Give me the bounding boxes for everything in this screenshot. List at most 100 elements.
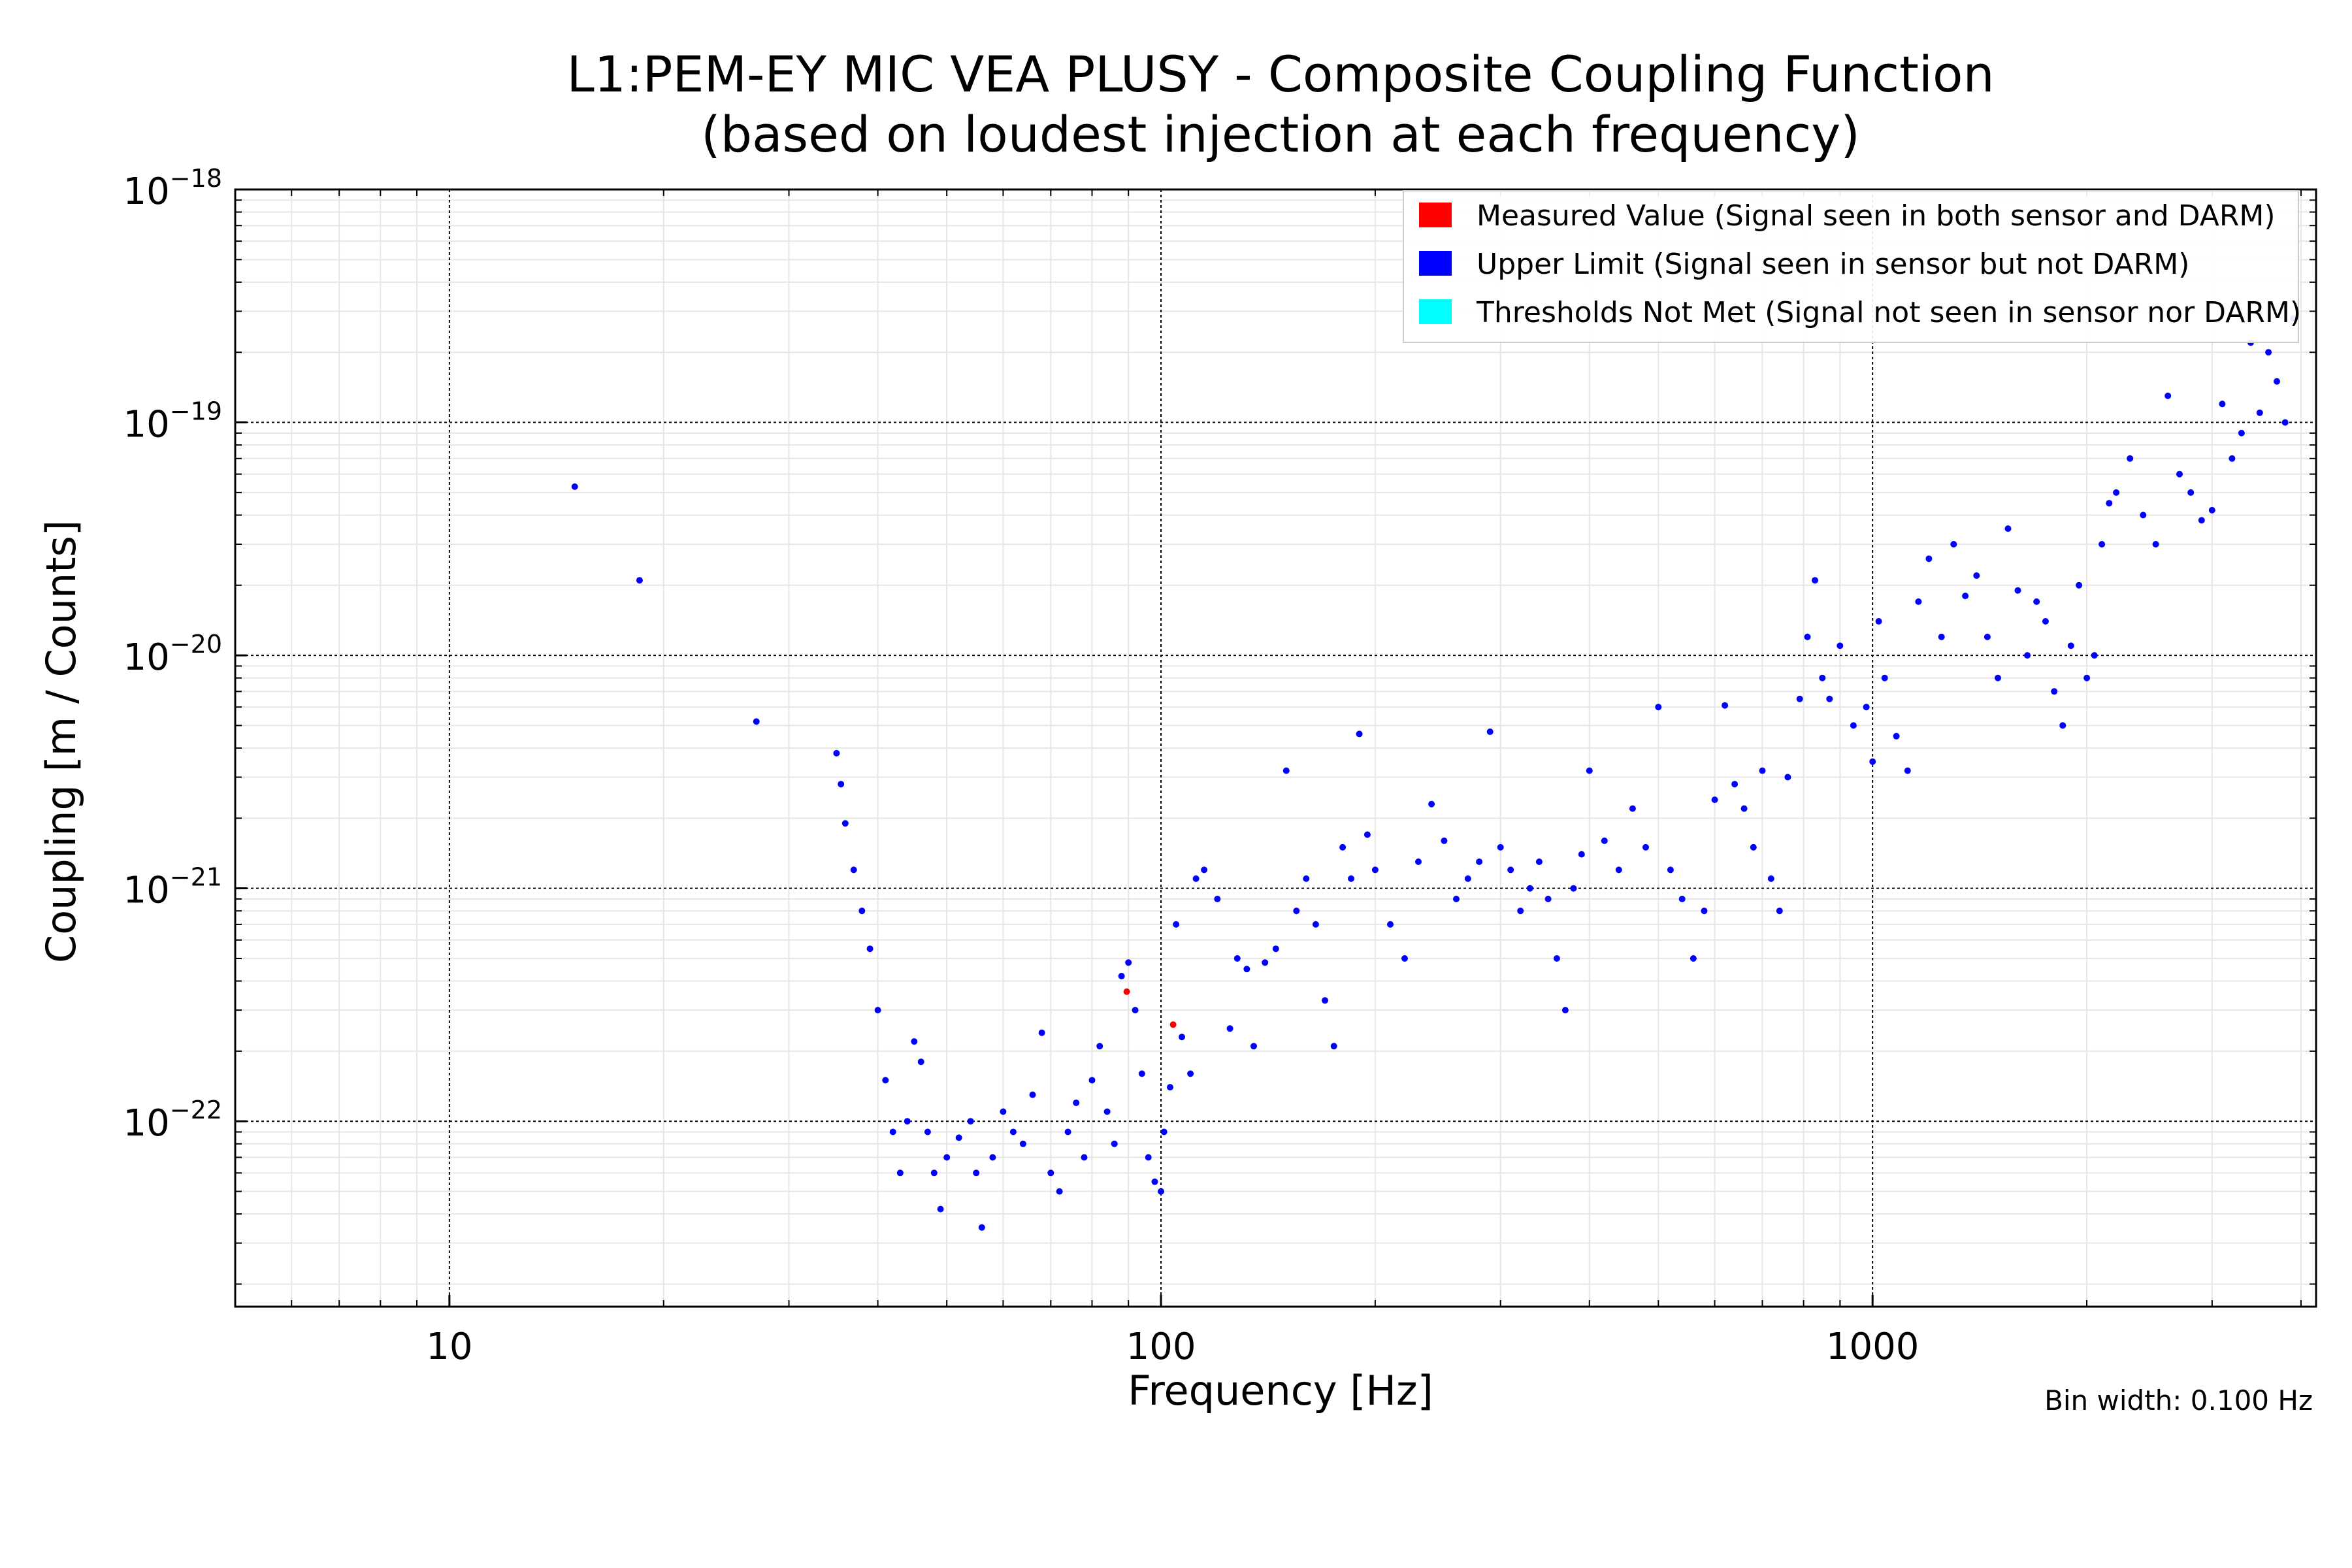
- upper-limit-point: [753, 718, 760, 725]
- upper-limit-point: [1364, 831, 1371, 838]
- x-axis-label: Frequency [Hz]: [1128, 1367, 1433, 1414]
- upper-limit-point: [1570, 885, 1577, 892]
- upper-limit-point: [858, 907, 866, 915]
- upper-limit-point: [2067, 642, 2074, 649]
- upper-limit-point: [1081, 1154, 1088, 1161]
- upper-limit-point: [1401, 955, 1408, 962]
- upper-limit-point: [1118, 973, 1125, 979]
- legend-swatch-measured: [1419, 203, 1452, 227]
- upper-limit-point: [889, 1128, 896, 1135]
- legend-swatch-thresholds: [1419, 299, 1452, 324]
- upper-limit-point: [2152, 541, 2159, 547]
- upper-limit-point: [1160, 1128, 1168, 1135]
- upper-limit-point: [1173, 921, 1180, 928]
- upper-limit-point: [973, 1169, 980, 1177]
- upper-limit-point: [2281, 419, 2289, 426]
- upper-limit-point: [1356, 730, 1363, 738]
- upper-limit-point: [1561, 1007, 1569, 1014]
- upper-limit-point: [1282, 767, 1290, 774]
- x-axis-ticks: 10 100 1000: [235, 189, 2302, 1368]
- upper-limit-point: [1009, 1128, 1017, 1135]
- legend-swatch-upper-limit: [1419, 251, 1452, 276]
- upper-limit-point: [924, 1128, 931, 1135]
- upper-limit-point: [967, 1118, 974, 1125]
- legend-label-upper-limit: Upper Limit (Signal seen in sensor but n…: [1477, 248, 2189, 281]
- upper-limit-point: [1428, 800, 1435, 808]
- x-tick-label: 1000: [1826, 1326, 1919, 1368]
- upper-limit-point: [2051, 688, 2058, 695]
- upper-limit-point: [989, 1154, 996, 1161]
- upper-limit-point: [1415, 858, 1422, 865]
- upper-limit-point: [2099, 541, 2106, 547]
- upper-limit-point: [1201, 866, 1208, 874]
- upper-limit-point: [1767, 875, 1774, 882]
- upper-limit-point: [2229, 455, 2236, 462]
- upper-limit-point: [2256, 409, 2263, 416]
- upper-limit-point: [1711, 796, 1718, 804]
- data-points: [571, 315, 2296, 1231]
- upper-limit-point: [1187, 1070, 1194, 1077]
- measured-point: [1123, 988, 1130, 995]
- upper-limit-point: [1111, 1140, 1118, 1147]
- upper-limit-point: [2274, 378, 2280, 385]
- upper-limit-point: [2187, 489, 2195, 496]
- upper-limit-point: [1796, 695, 1803, 702]
- upper-limit-point: [2004, 525, 2012, 532]
- upper-limit-point: [1667, 866, 1674, 874]
- upper-limit-point: [1387, 921, 1394, 928]
- legend-box: [1403, 190, 2299, 343]
- upper-limit-point: [1167, 1084, 1173, 1091]
- upper-limit-point: [1226, 1025, 1233, 1032]
- measured-point: [1169, 1021, 1177, 1028]
- upper-limit-point: [1145, 1154, 1152, 1161]
- upper-limit-point: [1586, 767, 1593, 774]
- upper-limit-point: [850, 866, 857, 874]
- upper-limit-point: [1826, 695, 1833, 702]
- upper-limit-point: [896, 1169, 904, 1177]
- upper-limit-point: [1000, 1108, 1007, 1115]
- upper-limit-point: [1029, 1091, 1036, 1098]
- x-tick-label: 10: [426, 1326, 472, 1368]
- upper-limit-point: [1272, 945, 1279, 953]
- upper-limit-point: [2014, 587, 2021, 594]
- upper-limit-point: [1453, 896, 1460, 902]
- upper-limit-point: [917, 1058, 924, 1066]
- y-tick-label: 10−21: [123, 863, 222, 912]
- upper-limit-point: [1214, 896, 1221, 902]
- upper-limit-point: [2176, 470, 2183, 478]
- upper-limit-point: [1863, 704, 1870, 711]
- x-tick-label: 100: [1126, 1326, 1196, 1368]
- upper-limit-point: [2106, 500, 2113, 507]
- upper-limit-point: [1973, 572, 1980, 579]
- upper-limit-point: [1250, 1043, 1257, 1050]
- upper-limit-point: [636, 577, 643, 584]
- upper-limit-point: [1158, 1188, 1164, 1195]
- upper-limit-point: [2198, 517, 2205, 524]
- upper-limit-point: [978, 1224, 985, 1231]
- upper-limit-point: [866, 945, 874, 953]
- upper-limit-point: [1642, 843, 1649, 851]
- upper-limit-point: [1339, 843, 1347, 851]
- upper-limit-point: [1322, 997, 1328, 1004]
- upper-limit-point: [1915, 598, 1922, 605]
- upper-limit-point: [1303, 875, 1310, 882]
- upper-limit-point: [1995, 674, 2001, 681]
- upper-limit-point: [1819, 674, 1826, 681]
- bin-width-note: Bin width: 0.100 Hz: [2044, 1384, 2313, 1416]
- upper-limit-point: [1615, 866, 1622, 874]
- upper-limit-point: [571, 483, 578, 490]
- upper-limit-point: [838, 781, 845, 788]
- upper-limit-point: [1804, 633, 1811, 640]
- upper-limit-point: [1073, 1100, 1080, 1106]
- upper-limit-point: [911, 1038, 918, 1045]
- upper-limit-point: [1925, 555, 1933, 563]
- upper-limit-point: [1312, 921, 1319, 928]
- upper-limit-point: [2164, 392, 2172, 399]
- legend-label-measured: Measured Value (Signal seen in both sens…: [1477, 199, 2276, 233]
- upper-limit-point: [1233, 955, 1241, 962]
- upper-limit-point: [2059, 722, 2066, 729]
- chart-title: L1:PEM-EY MIC VEA PLUSY - Composite Coup…: [566, 45, 1994, 103]
- upper-limit-point: [1293, 907, 1300, 915]
- upper-limit-point: [1759, 767, 1766, 774]
- upper-limit-point: [1371, 866, 1379, 874]
